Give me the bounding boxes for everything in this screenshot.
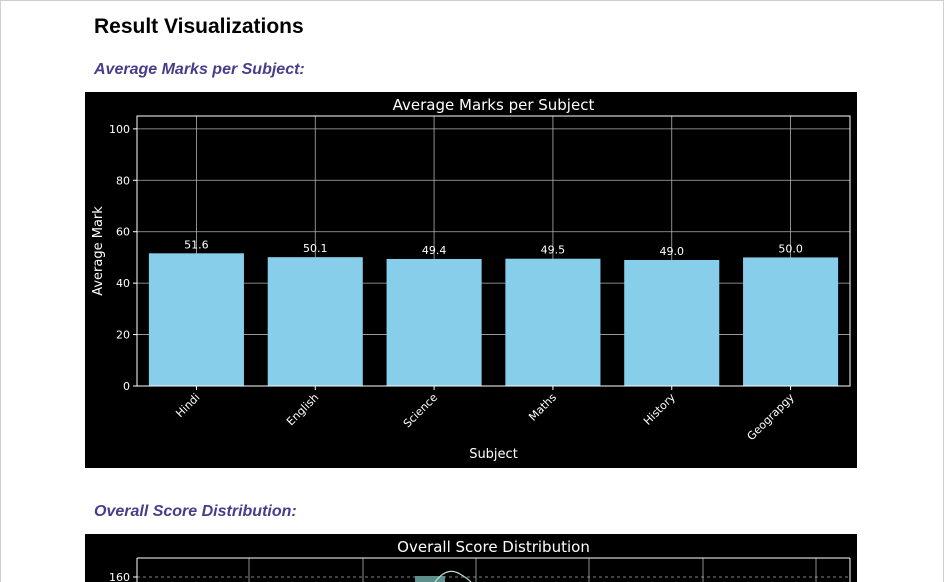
data-label: 50.1 bbox=[303, 242, 328, 255]
chart-title: Average Marks per Subject bbox=[393, 96, 595, 114]
x-tick-label: Hindi bbox=[173, 391, 202, 420]
histogram-bar bbox=[415, 576, 445, 582]
bar-science bbox=[386, 258, 482, 386]
data-label: 49.5 bbox=[541, 244, 566, 257]
chart-title: Overall Score Distribution bbox=[397, 538, 590, 556]
bar-geograpgy bbox=[743, 257, 839, 386]
x-tick-label: Maths bbox=[526, 391, 559, 424]
x-tick-label: Science bbox=[401, 391, 441, 431]
plot-frame bbox=[136, 115, 851, 387]
data-label: 51.6 bbox=[184, 238, 209, 251]
data-label: 49.0 bbox=[660, 245, 685, 258]
y-tick-label: 0 bbox=[123, 380, 130, 393]
x-axis-label: Subject bbox=[469, 447, 518, 462]
section-heading-score-distribution: Overall Score Distribution: bbox=[94, 503, 297, 520]
bar-english bbox=[267, 257, 363, 386]
average-marks-chart-svg: Average Marks per Subject 0 20 40 60 80 100 51.… bbox=[91, 96, 851, 462]
bar-hindi bbox=[148, 253, 244, 386]
x-tick-label: English bbox=[284, 391, 321, 428]
bar-history bbox=[624, 260, 720, 386]
average-marks-chart: Average Marks per Subject 0 20 40 60 80 100 51.… bbox=[85, 92, 857, 468]
y-tick-label: 160 bbox=[109, 571, 130, 582]
y-axis-label: Average Mark bbox=[91, 206, 106, 296]
bar-maths bbox=[505, 258, 601, 386]
x-tick-label: History bbox=[641, 391, 678, 428]
y-tick-label: 20 bbox=[116, 329, 130, 342]
score-distribution-chart: Overall Score Distribution 160 bbox=[85, 534, 857, 582]
y-tick-label: 80 bbox=[116, 174, 130, 187]
section-heading-average-marks: Average Marks per Subject: bbox=[94, 61, 305, 78]
data-label: 50.0 bbox=[778, 242, 803, 255]
density-curve bbox=[434, 570, 472, 582]
page-title: Result Visualizations bbox=[94, 15, 304, 38]
x-tick-label: Geograpgy bbox=[745, 391, 797, 443]
y-tick-label: 100 bbox=[109, 123, 130, 136]
y-tick-label: 60 bbox=[116, 226, 130, 239]
score-distribution-chart-svg: Overall Score Distribution 160 bbox=[109, 538, 851, 582]
y-tick-label: 40 bbox=[116, 277, 130, 290]
data-label: 49.4 bbox=[422, 244, 447, 257]
